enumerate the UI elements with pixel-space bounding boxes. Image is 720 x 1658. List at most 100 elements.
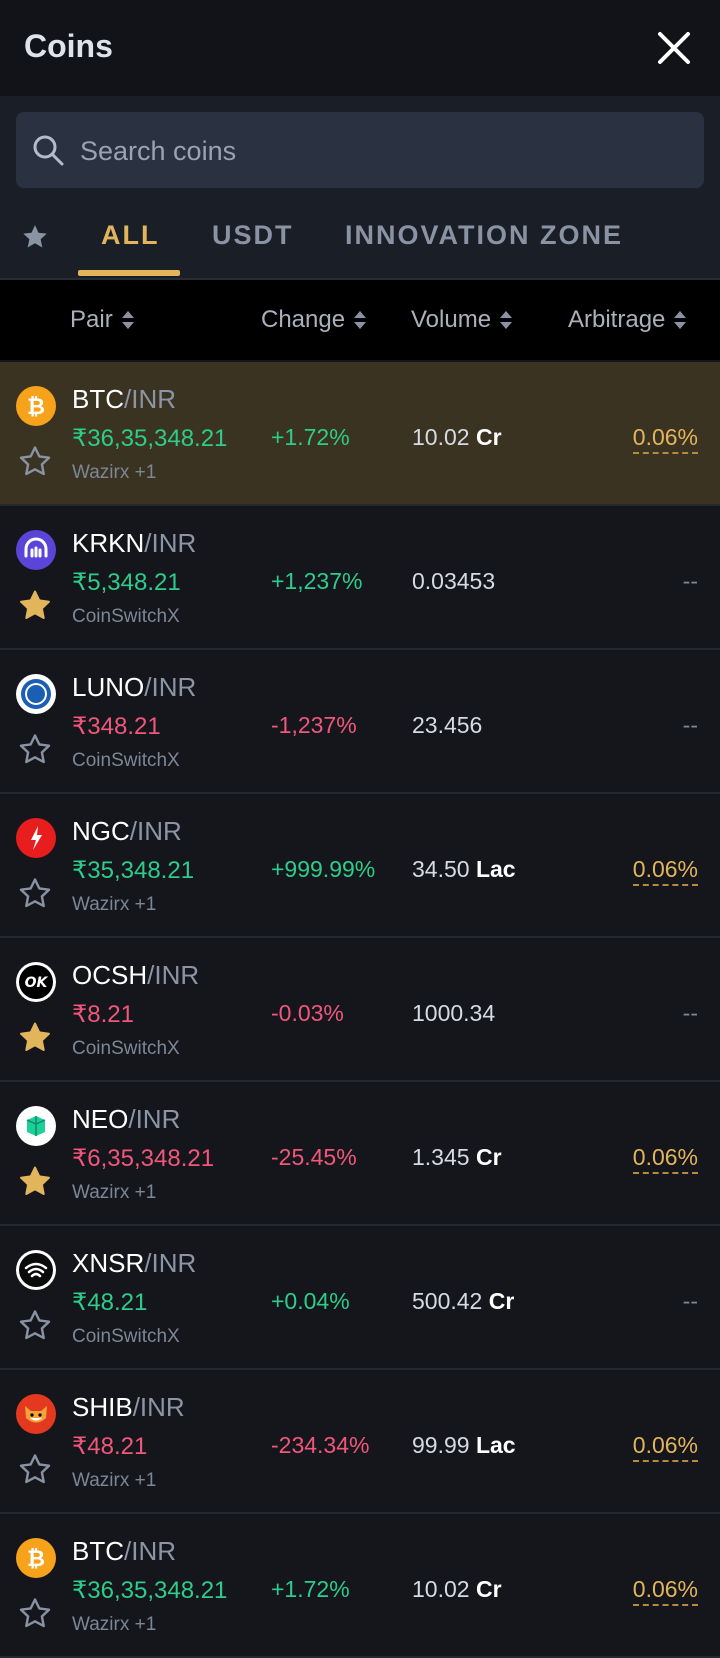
coin-base-symbol: OCSH xyxy=(72,960,148,990)
coin-volume: 1000.34 xyxy=(412,1000,495,1027)
svg-text:OK: OK xyxy=(25,975,49,991)
coin-exchange: Wazirx +1 xyxy=(72,1182,157,1203)
coin-change: +999.99% xyxy=(271,856,376,882)
coin-exchange: CoinSwitchX xyxy=(72,750,180,771)
sort-icon xyxy=(121,311,134,329)
coin-price: ₹35,348.21 xyxy=(72,857,195,884)
favorite-star-icon[interactable] xyxy=(17,444,53,480)
favorite-star-icon[interactable] xyxy=(17,1308,53,1344)
tab-innovation-zone[interactable]: INNOVATION ZONE xyxy=(345,220,623,250)
volume-number: 23.456 xyxy=(412,712,483,738)
coin-row-btc[interactable]: ₿ BTC/INR ₹36,35,348.21 Wazirx +1 +1.72%… xyxy=(0,1514,720,1658)
coin-quote-currency: /INR xyxy=(129,816,182,846)
page-title: Coins xyxy=(24,28,113,64)
coin-pair: SHIB/INR xyxy=(72,1392,185,1423)
coin-pair: NEO/INR xyxy=(72,1104,180,1135)
coin-row-ngc[interactable]: NGC/INR ₹35,348.21 Wazirx +1 +999.99% 34… xyxy=(0,794,720,938)
coin-base-symbol: KRKN xyxy=(72,528,145,558)
volume-unit: Lac xyxy=(475,1432,516,1458)
coin-row-shib[interactable]: SHIB/INR ₹48.21 Wazirx +1 -234.34% 99.99… xyxy=(0,1370,720,1514)
coin-price: ₹48.21 xyxy=(72,1433,148,1460)
column-volume[interactable]: Volume xyxy=(411,306,513,334)
coin-base-symbol: NGC xyxy=(72,816,130,846)
coin-row-ocsh[interactable]: OK OCSH/INR ₹8.21 CoinSwitchX -0.03% 100… xyxy=(0,938,720,1082)
tab-all[interactable]: ALL xyxy=(101,220,160,250)
favorite-star-icon[interactable] xyxy=(17,876,53,912)
coin-exchange: Wazirx +1 xyxy=(72,462,157,483)
coin-volume: 99.99 Lac xyxy=(412,1432,516,1459)
coin-exchange: CoinSwitchX xyxy=(72,1038,180,1059)
volume-unit: Cr xyxy=(475,1576,502,1602)
volume-number: 34.50 xyxy=(412,856,476,882)
coin-quote-currency: /INR xyxy=(144,528,197,558)
close-icon[interactable] xyxy=(650,24,698,72)
coin-pair: BTC/INR xyxy=(72,384,176,415)
coin-base-symbol: SHIB xyxy=(72,1392,133,1422)
search-section xyxy=(0,96,720,194)
coin-change: -1,237% xyxy=(271,712,357,738)
volume-number: 10.02 xyxy=(412,1576,476,1602)
coin-quote-currency: /INR xyxy=(124,1536,176,1566)
luno-icon xyxy=(16,674,56,714)
volume-unit: Cr xyxy=(488,1288,515,1314)
coin-volume: 500.42 Cr xyxy=(412,1288,514,1315)
volume-number: 1.345 xyxy=(412,1144,476,1170)
column-volume-label: Volume xyxy=(411,306,492,333)
coin-volume: 10.02 Cr xyxy=(412,1576,502,1603)
coin-price: ₹6,35,348.21 xyxy=(72,1145,215,1172)
favorites-tab-star-icon[interactable] xyxy=(20,222,50,252)
coin-price: ₹36,35,348.21 xyxy=(72,1577,228,1604)
coin-pair: XNSR/INR xyxy=(72,1248,196,1279)
coin-change: +0.04% xyxy=(271,1288,350,1314)
coin-quote-currency: /INR xyxy=(147,960,200,990)
column-arbitrage[interactable]: Arbitrage xyxy=(568,306,687,334)
volume-unit: Cr xyxy=(475,424,502,450)
column-change-label: Change xyxy=(261,306,346,333)
favorite-star-icon[interactable] xyxy=(17,732,53,768)
column-change[interactable]: Change xyxy=(261,306,367,334)
volume-number: 99.99 xyxy=(412,1432,476,1458)
coin-change: +1.72% xyxy=(271,424,350,450)
volume-number: 0.03453 xyxy=(412,568,496,594)
svg-text:₿: ₿ xyxy=(27,1547,45,1572)
coin-volume: 34.50 Lac xyxy=(412,856,516,883)
active-tab-indicator xyxy=(78,270,180,276)
ngc-icon xyxy=(16,818,56,858)
coin-row-xnsr[interactable]: XNSR/INR ₹48.21 CoinSwitchX +0.04% 500.4… xyxy=(0,1226,720,1370)
favorite-star-icon[interactable] xyxy=(17,1020,53,1056)
coin-quote-currency: /INR xyxy=(132,1392,185,1422)
column-pair[interactable]: Pair xyxy=(70,306,135,334)
coin-pair: LUNO/INR xyxy=(72,672,196,703)
tab-bar: ALL USDT INNOVATION ZONE xyxy=(0,194,720,280)
column-pair-label: Pair xyxy=(70,306,113,333)
coin-row-neo[interactable]: NEO/INR ₹6,35,348.21 Wazirx +1 -25.45% 1… xyxy=(0,1082,720,1226)
coin-arbitrage: 0.06% xyxy=(632,856,698,886)
coin-arbitrage: -- xyxy=(682,1288,698,1314)
coin-volume: 23.456 xyxy=(412,712,482,739)
coin-exchange: CoinSwitchX xyxy=(72,1326,180,1347)
favorite-star-icon[interactable] xyxy=(17,1452,53,1488)
search-input[interactable] xyxy=(78,128,682,174)
coin-exchange: Wazirx +1 xyxy=(72,1614,157,1635)
favorite-star-icon[interactable] xyxy=(17,1596,53,1632)
favorite-star-icon[interactable] xyxy=(17,1164,53,1200)
coin-pair: NGC/INR xyxy=(72,816,182,847)
favorite-star-icon[interactable] xyxy=(17,588,53,624)
coin-quote-currency: /INR xyxy=(128,1104,181,1134)
coin-volume: 10.02 Cr xyxy=(412,424,502,451)
coin-price: ₹8.21 xyxy=(72,1001,134,1028)
coin-quote-currency: /INR xyxy=(124,384,176,414)
tab-usdt[interactable]: USDT xyxy=(212,220,294,250)
coin-base-symbol: NEO xyxy=(72,1104,129,1134)
search-box[interactable] xyxy=(16,112,704,188)
coin-row-btc[interactable]: ₿ BTC/INR ₹36,35,348.21 Wazirx +1 +1.72%… xyxy=(0,362,720,506)
column-header-row: Pair Change Volume Arbitrage xyxy=(0,280,720,360)
coin-change: -234.34% xyxy=(271,1432,370,1458)
sort-icon xyxy=(354,311,367,329)
coin-row-luno[interactable]: LUNO/INR ₹348.21 CoinSwitchX -1,237% 23.… xyxy=(0,650,720,794)
coin-change: +1.72% xyxy=(271,1576,350,1602)
coin-base-symbol: BTC xyxy=(72,384,124,414)
coin-row-krkn[interactable]: KRKN/INR ₹5,348.21 CoinSwitchX +1,237% 0… xyxy=(0,506,720,650)
coin-arbitrage: 0.06% xyxy=(632,1144,698,1174)
coin-arbitrage: -- xyxy=(682,712,698,738)
